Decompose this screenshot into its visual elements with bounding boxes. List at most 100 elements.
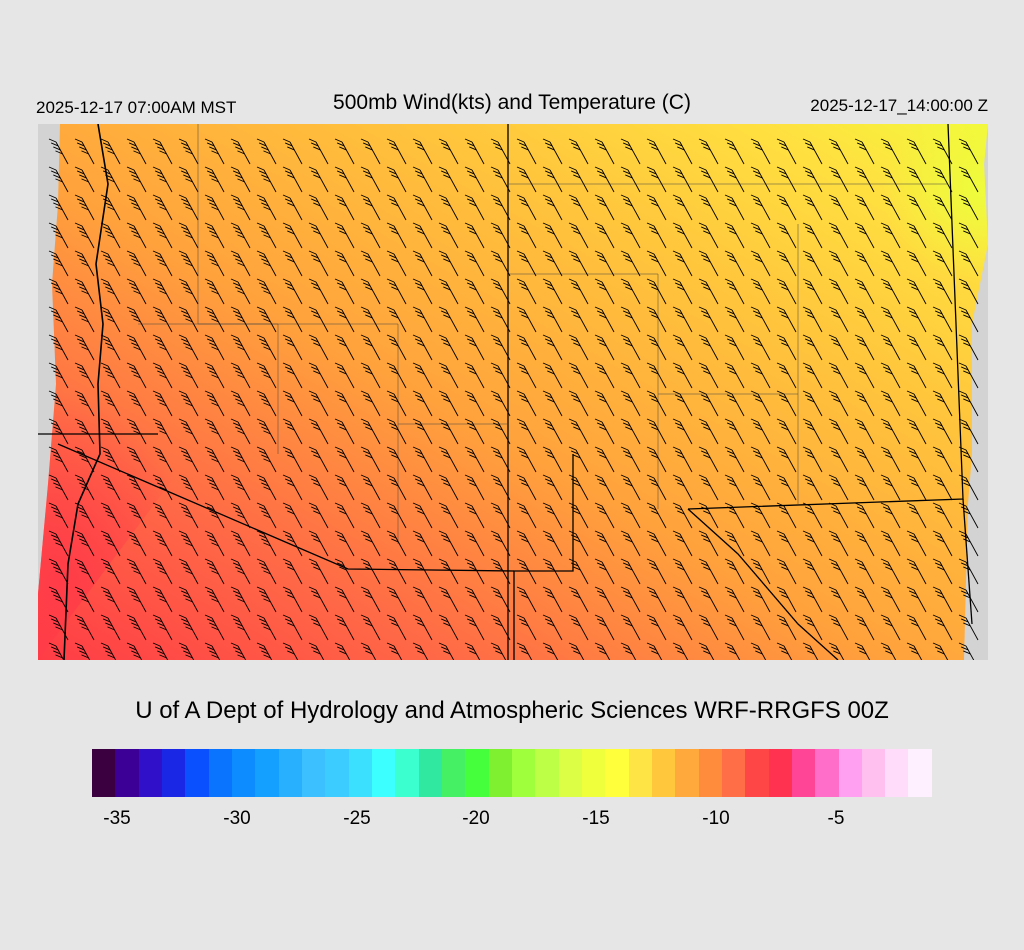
wind-barb (490, 614, 511, 641)
wind-barb (438, 278, 459, 305)
wind-barb (672, 278, 693, 305)
wind-barb (906, 306, 927, 333)
wind-barb (178, 502, 199, 529)
wind-barb (724, 306, 745, 333)
wind-barb (516, 390, 537, 417)
wind-barb (776, 502, 797, 529)
wind-barb (204, 530, 225, 557)
wind-barb (672, 530, 693, 557)
colorbar-swatch (465, 749, 489, 797)
wind-barb (282, 222, 303, 249)
wind-barb (672, 166, 693, 193)
wind-barb (308, 614, 329, 641)
wind-barb (412, 194, 433, 221)
wind-barb (672, 250, 693, 277)
wind-barb (906, 138, 927, 165)
wind-barb (750, 502, 771, 529)
wind-barb (802, 390, 823, 417)
wind-barb (646, 278, 667, 305)
wind-barb (152, 362, 173, 389)
wind-barb (308, 278, 329, 305)
colorbar-swatch (675, 749, 699, 797)
wind-barb (646, 250, 667, 277)
wind-barb (152, 390, 173, 417)
wind-barb (672, 418, 693, 445)
wind-barb (204, 614, 225, 641)
wind-barb (828, 334, 849, 361)
wind-barb (48, 334, 69, 361)
wind-barb (542, 558, 563, 585)
wind-barb (698, 530, 719, 557)
wind-barb (100, 614, 121, 641)
wind-barb (438, 250, 459, 277)
wind-barb (854, 222, 875, 249)
wind-barb (464, 558, 485, 585)
wind-barb (334, 474, 355, 501)
wind-barb (256, 642, 273, 660)
wind-barb (412, 530, 433, 557)
wind-barb (906, 530, 927, 557)
wind-barb (100, 138, 121, 165)
wind-barb (646, 418, 667, 445)
wind-barb (932, 530, 953, 557)
wind-barb (698, 502, 719, 529)
wind-barb (750, 166, 771, 193)
wind-barb (906, 390, 927, 417)
wind-barb (204, 418, 225, 445)
wind-barb (126, 278, 147, 305)
wind-barb (724, 642, 741, 660)
wind-barb (568, 530, 589, 557)
wind-barb (152, 194, 173, 221)
model-credit: U of A Dept of Hydrology and Atmospheric… (135, 697, 889, 724)
wind-barb (750, 642, 767, 660)
wind-barb (594, 278, 615, 305)
wind-barb (230, 194, 251, 221)
wind-barb (906, 334, 927, 361)
wind-barb (698, 418, 719, 445)
wind-barb (828, 530, 849, 557)
wind-barb (360, 334, 381, 361)
wind-barb (568, 194, 589, 221)
wind-barb (100, 530, 121, 557)
wind-barb (74, 474, 95, 501)
wind-barb (906, 502, 927, 529)
wind-barb (178, 558, 199, 585)
wind-barb (360, 166, 381, 193)
wind-barb (672, 222, 693, 249)
wind-barb (568, 138, 589, 165)
wind-barb (126, 614, 147, 641)
wind-barb (854, 250, 875, 277)
wind-barb (256, 586, 277, 613)
wind-barb (48, 166, 69, 193)
wind-barb (178, 278, 199, 305)
wind-barb (620, 418, 641, 445)
wind-barb (906, 194, 927, 221)
wind-barb (360, 250, 381, 277)
wind-barb (750, 558, 771, 585)
wind-barb (490, 278, 511, 305)
wind-barb (152, 334, 173, 361)
wind-barb (542, 586, 563, 613)
wind-barb (854, 474, 875, 501)
wind-barb (880, 306, 901, 333)
wind-barb (308, 502, 329, 529)
wind-barb (854, 502, 875, 529)
wind-barb (334, 586, 355, 613)
colorbar-swatch (581, 749, 606, 797)
wind-barb (516, 362, 537, 389)
wind-barb (646, 446, 667, 473)
wind-barb (854, 194, 875, 221)
wind-barb (828, 306, 849, 333)
wind-barb (48, 278, 69, 305)
colorbar-swatch (231, 749, 256, 797)
wind-barb (724, 558, 745, 585)
wind-barb (412, 418, 433, 445)
wind-barb (828, 642, 845, 660)
wind-barb (620, 390, 641, 417)
wind-barb (256, 446, 277, 473)
wind-barb (334, 222, 355, 249)
wind-barb (412, 586, 433, 613)
wind-barb (490, 586, 511, 613)
wind-barb (126, 334, 147, 361)
wind-barb (204, 166, 225, 193)
